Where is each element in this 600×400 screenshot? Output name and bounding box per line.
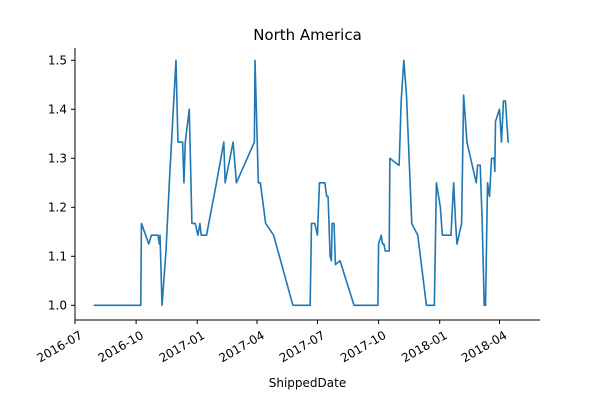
series-line-0 [93,59,509,307]
x-tick-label: 2018-04 [459,328,509,365]
y-tick-label: 1.1 [48,249,67,263]
y-tick-label: 1.4 [48,102,67,116]
x-tick-label: 2017-04 [216,328,266,365]
x-axis: 2016-07 2016-10 2017-01 2017-04 2017-07 2017-… [34,320,509,365]
x-axis-label: ShippedDate [269,376,346,390]
x-tick-label: 2017-07 [277,328,327,365]
y-tick-label: 1.3 [48,151,67,165]
x-tick-label: 2016-07 [34,328,84,365]
plot-area [93,59,509,307]
x-tick-label: 2017-01 [157,328,207,365]
x-tick-label: 2017-10 [338,328,388,365]
x-tick-label: 2016-10 [96,328,146,365]
y-tick-label: 1.0 [48,298,67,312]
y-tick-label: 1.5 [48,53,67,67]
chart-title: North America [253,26,362,44]
y-axis: 1.0 1.1 1.2 1.3 1.4 1.5 [48,53,75,312]
x-tick-label: 2018-01 [399,328,449,365]
y-tick-label: 1.2 [48,200,67,214]
